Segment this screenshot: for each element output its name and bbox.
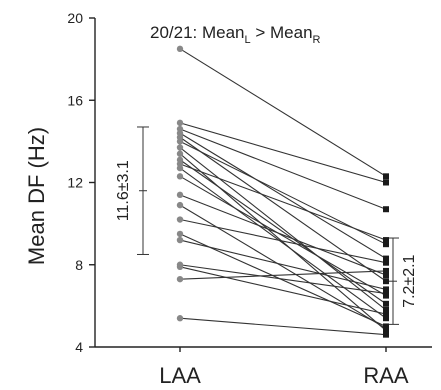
- series-line: [179, 167, 387, 319]
- y-tick-label: 16: [67, 92, 83, 108]
- series-line: [179, 147, 387, 311]
- point-laa: [176, 164, 184, 172]
- summary-bars: 11.6±3.1 7.2±2.1: [115, 126, 418, 325]
- series-13: [176, 201, 389, 332]
- point-laa: [176, 191, 184, 199]
- series-line: [179, 239, 387, 290]
- point-raa: [383, 323, 389, 330]
- series-line: [179, 266, 387, 315]
- point-raa: [383, 206, 389, 213]
- series-19: [176, 267, 389, 283]
- axes: 4 8 12 16 20 LAA RAA: [67, 10, 432, 388]
- series-9: [176, 160, 389, 244]
- point-raa: [383, 173, 389, 180]
- point-raa: [383, 267, 389, 274]
- series-lines: [176, 45, 389, 338]
- series-line: [179, 317, 387, 336]
- point-laa: [176, 45, 184, 53]
- series-line: [179, 153, 387, 331]
- point-raa: [383, 311, 389, 318]
- series-10: [176, 164, 389, 322]
- y-tick-label: 4: [75, 339, 83, 355]
- series-line: [179, 132, 387, 260]
- point-laa: [176, 138, 184, 145]
- series-7: [176, 150, 389, 334]
- point-raa: [383, 300, 389, 307]
- summary-laa-label: 11.6±3.1: [115, 160, 132, 221]
- point-laa: [176, 263, 184, 271]
- series-20: [176, 315, 389, 338]
- point-laa: [176, 216, 184, 223]
- series-line: [179, 194, 387, 276]
- point-laa: [176, 144, 184, 151]
- series-line: [179, 175, 387, 297]
- point-laa: [176, 275, 184, 283]
- point-laa: [176, 173, 184, 180]
- point-laa: [176, 119, 184, 127]
- point-laa: [176, 201, 184, 209]
- y-tick-label: 8: [75, 257, 83, 273]
- summary-raa-label: 7.2±2.1: [401, 254, 418, 307]
- point-laa: [176, 230, 184, 238]
- series-line: [179, 233, 387, 327]
- series-line: [179, 48, 387, 177]
- point-laa: [176, 150, 184, 157]
- point-raa: [383, 290, 389, 297]
- y-axis-label: Mean DF (Hz): [24, 127, 49, 265]
- point-raa: [383, 286, 389, 293]
- series-8: [176, 156, 389, 307]
- y-tick-label: 12: [67, 175, 83, 191]
- x-tick-label-laa: LAA: [159, 363, 201, 388]
- series-line: [179, 140, 387, 245]
- series-line: [179, 136, 387, 282]
- y-tick-label: 20: [67, 10, 83, 26]
- series-12: [176, 191, 389, 279]
- series-2: [176, 119, 389, 186]
- point-raa: [383, 241, 389, 248]
- point-raa: [383, 179, 389, 186]
- point-raa: [383, 331, 389, 338]
- series-3: [176, 125, 389, 213]
- series-18: [176, 263, 389, 318]
- point-raa: [383, 237, 389, 244]
- series-6: [176, 144, 389, 313]
- series-5: [176, 134, 389, 285]
- series-1: [176, 45, 389, 180]
- point-raa: [383, 255, 389, 262]
- series-16: [176, 236, 389, 293]
- series-line: [179, 264, 387, 295]
- point-raa: [383, 259, 389, 266]
- series-14: [176, 216, 389, 266]
- point-raa: [383, 272, 389, 279]
- point-laa: [176, 236, 184, 244]
- series-line: [179, 204, 387, 329]
- series-15: [176, 230, 389, 330]
- point-laa: [176, 315, 184, 322]
- series-21: [176, 138, 389, 248]
- series-line: [179, 128, 387, 210]
- series-line: [179, 218, 387, 264]
- x-tick-label-raa: RAA: [363, 363, 409, 388]
- series-line: [179, 159, 387, 305]
- chart-title: 20/21: MeanL > MeanR: [150, 23, 321, 46]
- point-raa: [383, 306, 389, 313]
- point-raa: [383, 278, 389, 285]
- series-line: [179, 122, 387, 184]
- series-line: [179, 270, 387, 280]
- point-raa: [383, 315, 389, 322]
